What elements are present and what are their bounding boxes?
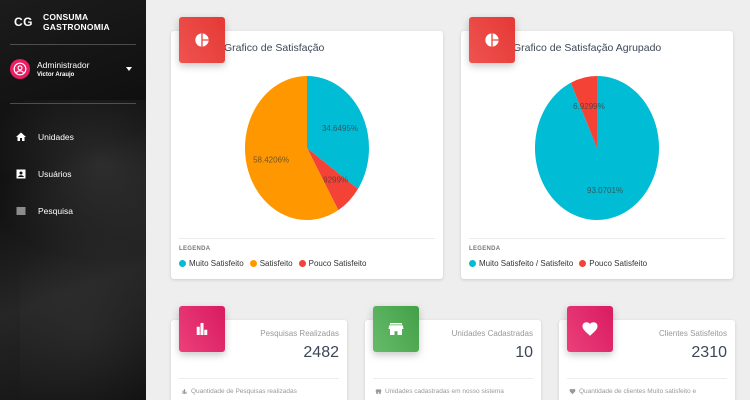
heart-icon xyxy=(569,388,576,395)
pie-chart-icon xyxy=(485,33,499,47)
chart-title: Grafico de Satisfação Agrupado xyxy=(513,42,662,54)
pie-slice-label: 6.9299% xyxy=(573,102,605,111)
stat-card-pesquisas: Pesquisas Realizadas 2482 Quantidade de … xyxy=(171,320,347,400)
stat-value: 2310 xyxy=(691,344,727,361)
satisfaction-chart-card: Grafico de Satisfação 34.6495% 6.9299% 58.… xyxy=(171,31,443,279)
legend-divider xyxy=(469,238,725,239)
legend-label: Muito Satisfeito / Satisfeito xyxy=(479,259,574,268)
pie-slice-label: 6.9299% xyxy=(316,176,348,185)
stat-footer: Quantidade de clientes Muito satisfeito … xyxy=(569,388,696,395)
sidebar-item-label: Pesquisa xyxy=(38,205,73,216)
pie-slice-label: 34.6495% xyxy=(322,124,358,133)
stat-value: 10 xyxy=(515,344,533,361)
stat-footer-text: Quantidade de clientes Muito satisfeito … xyxy=(579,388,697,395)
legend-divider xyxy=(179,238,435,239)
pie-slice-label: 93.0701% xyxy=(587,186,623,195)
stat-label: Pesquisas Realizadas xyxy=(260,329,339,338)
sidebar-item-label: Usuários xyxy=(38,168,72,179)
brand[interactable]: CG CONSUMA GASTRONOMIA xyxy=(0,0,146,44)
stat-icon-badge xyxy=(179,306,225,352)
user-role: Administrador xyxy=(37,60,90,70)
legend-dot xyxy=(249,260,257,267)
legend-title: LEGENDA xyxy=(179,246,211,252)
legend-dot xyxy=(179,260,186,267)
grouped-chart-card: Grafico de Satisfação Agrupado 93.0701% 6… xyxy=(461,31,733,279)
sidebar-nav: Unidades Usuários Pesquisa xyxy=(0,118,146,229)
legend-label: Muito Satisfeito xyxy=(189,259,244,268)
store-icon xyxy=(375,389,382,394)
stat-value: 2482 xyxy=(303,344,339,361)
stat-icon-badge xyxy=(373,306,419,352)
legend-dot xyxy=(298,260,306,267)
legend-item-muito-satisfeito: Muito Satisfeito xyxy=(179,259,244,268)
sidebar-item-unidades[interactable]: Unidades xyxy=(0,118,146,155)
contact-card-icon xyxy=(16,169,26,178)
stat-footer-text: Unidades cadastradas em nosso sistema xyxy=(385,388,504,395)
sidebar-item-pesquisa[interactable]: Pesquisa xyxy=(0,192,146,229)
legend-label: Pouco Satisfeito xyxy=(308,259,367,268)
legend-label: Satisfeito xyxy=(259,259,293,268)
pie-chart: 34.6495% 6.9299% 58.4206% xyxy=(245,76,369,221)
pie-chart: 93.0701% 6.9299% xyxy=(535,76,659,220)
home-icon xyxy=(16,132,26,141)
pie-slice-satisfeito[interactable] xyxy=(245,76,339,221)
stat-footer-text: Quantidade de Pesquisas realizadas xyxy=(191,388,297,395)
user-icon xyxy=(13,62,27,76)
divider xyxy=(10,103,136,104)
avatar xyxy=(10,59,30,79)
pie-chart-icon-badge xyxy=(179,17,225,63)
pie-slice-muito-satisfeito[interactable] xyxy=(307,76,369,190)
pie-chart-icon xyxy=(195,33,209,47)
list-icon xyxy=(16,207,26,214)
pie-slice-pouco-satisfeito[interactable] xyxy=(570,76,597,148)
legend-dot xyxy=(469,260,476,267)
stat-divider xyxy=(373,378,533,379)
legend-item-pouco-satisfeito: Pouco Satisfeito xyxy=(298,259,367,268)
divider xyxy=(10,44,136,45)
stat-icon-badge xyxy=(567,306,613,352)
user-name: Victor Araujo xyxy=(37,72,75,78)
pie-slice-label: 58.4206% xyxy=(253,155,289,164)
stat-label: Unidades Cadastradas xyxy=(451,329,533,338)
chart-title: Grafico de Satisfação xyxy=(224,42,325,54)
sidebar: CG CONSUMA GASTRONOMIA Administrador Vic… xyxy=(0,0,146,400)
brand-mini-logo: CG xyxy=(14,15,33,29)
bar-chart-icon xyxy=(182,389,187,394)
heart-icon xyxy=(582,322,598,336)
pie-chart-icon-badge xyxy=(469,17,515,63)
stat-divider xyxy=(179,378,339,379)
stat-divider xyxy=(567,378,727,379)
sidebar-item-usuarios[interactable]: Usuários xyxy=(0,155,146,192)
brand-name: CONSUMA GASTRONOMIA xyxy=(43,12,110,32)
legend-item-satisfeito: Satisfeito xyxy=(249,259,293,268)
chart-legend: Muito Satisfeito Satisfeito Pouco Satisf… xyxy=(179,259,372,268)
store-icon xyxy=(388,323,404,335)
legend-item-muito-satisfeito-satisfeito: Muito Satisfeito / Satisfeito xyxy=(469,259,573,268)
pie-slice-pouco-satisfeito[interactable] xyxy=(307,148,358,211)
legend-item-pouco-satisfeito: Pouco Satisfeito xyxy=(579,259,647,268)
legend-title: LEGENDA xyxy=(469,246,501,252)
legend-dot xyxy=(579,260,587,267)
chevron-down-icon[interactable] xyxy=(126,67,132,71)
stat-footer: Unidades cadastradas em nosso sistema xyxy=(375,388,504,395)
legend-label: Pouco Satisfeito xyxy=(589,259,648,268)
stat-label: Clientes Satisfeitos xyxy=(658,329,727,338)
bar-chart-icon xyxy=(196,323,208,335)
sidebar-item-label: Unidades xyxy=(38,131,74,142)
chart-legend: Muito Satisfeito / Satisfeito Pouco Sati… xyxy=(469,259,653,268)
user-menu[interactable]: Administrador Victor Araujo xyxy=(10,56,136,82)
stat-footer: Quantidade de Pesquisas realizadas xyxy=(181,388,297,395)
